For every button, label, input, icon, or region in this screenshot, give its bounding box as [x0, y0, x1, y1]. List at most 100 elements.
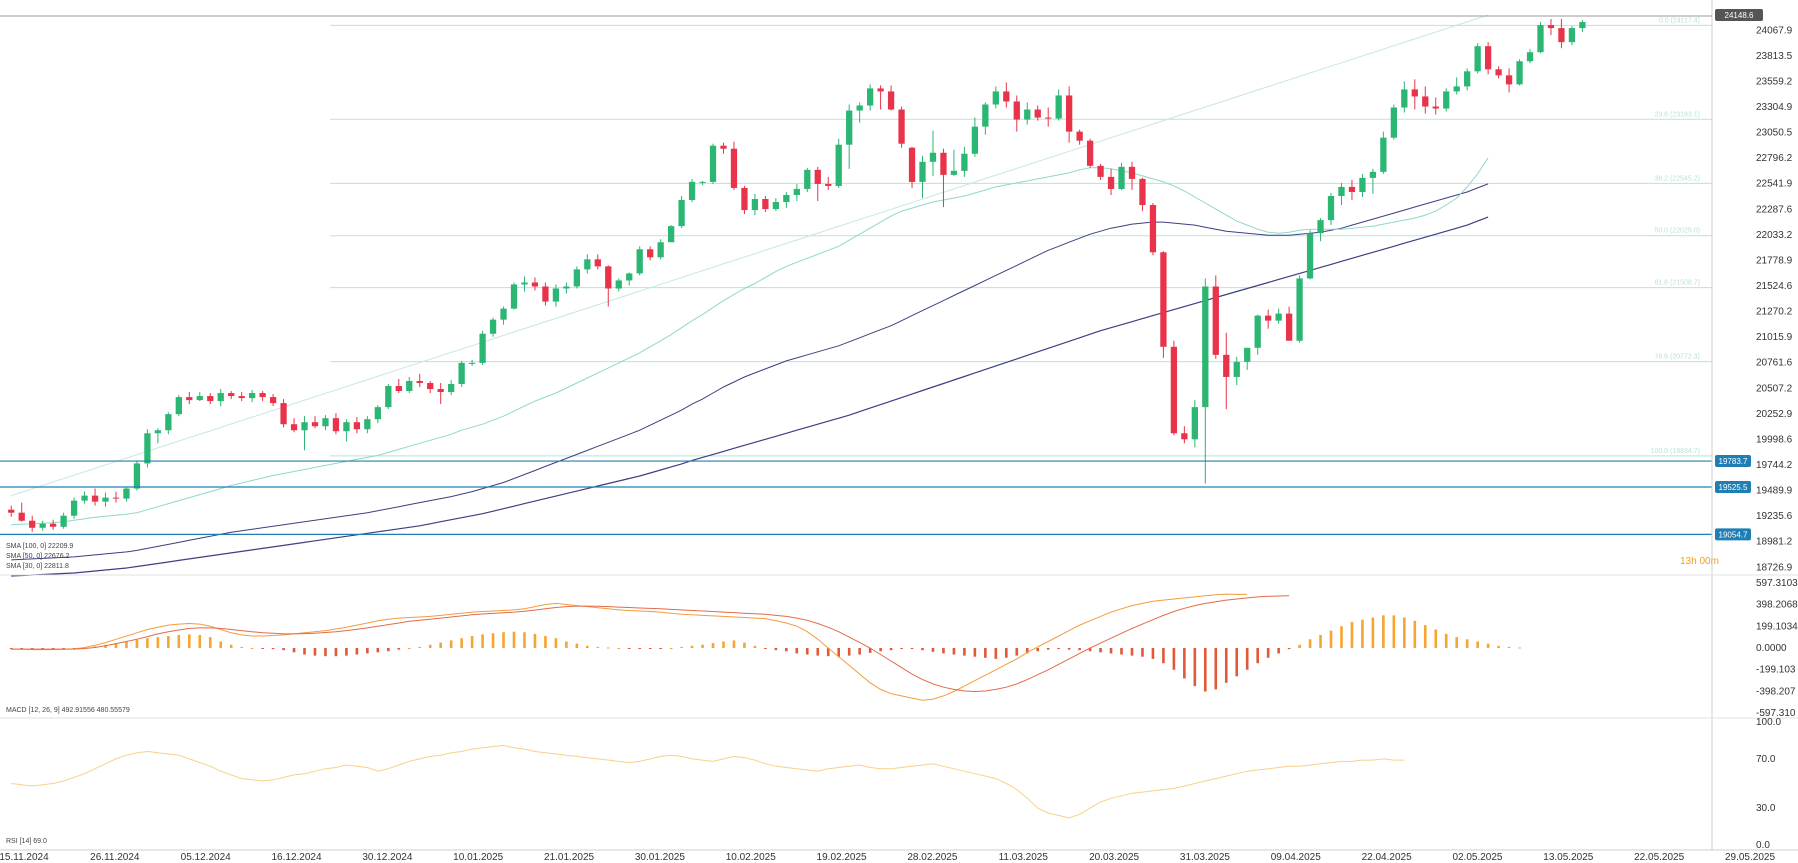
candle-body[interactable] [29, 520, 36, 528]
candle-body[interactable] [1275, 313, 1282, 321]
candle-body[interactable] [1411, 89, 1418, 97]
candle-body[interactable] [626, 273, 633, 281]
macd-panel[interactable] [9, 593, 1521, 701]
macd-line[interactable] [11, 593, 1248, 701]
candle-body[interactable] [1369, 171, 1377, 178]
macd-signal-line[interactable] [11, 595, 1290, 693]
candle-body[interactable] [982, 104, 989, 127]
candle-body[interactable] [1516, 61, 1523, 85]
candle-body[interactable] [102, 497, 109, 502]
candle-body[interactable] [1034, 109, 1041, 118]
candle-body[interactable] [60, 515, 67, 527]
candle-body[interactable] [1045, 117, 1052, 119]
candle-body[interactable] [311, 422, 319, 427]
candle-body[interactable] [1547, 25, 1555, 29]
sma-30-line[interactable] [11, 157, 1489, 526]
fibonacci-levels[interactable]: 0.0 (24117.4) 23.6 (23183.1) 38.2 (22545.2… [330, 17, 1712, 457]
candle-body[interactable] [133, 463, 141, 489]
candle-body[interactable] [81, 495, 88, 501]
candle-body[interactable] [1244, 347, 1251, 362]
legend-macd[interactable]: MACD [12, 26, 9] 492.91556 480.55579 [6, 707, 130, 714]
candle-body[interactable] [919, 161, 926, 182]
candle-body[interactable] [1149, 205, 1157, 253]
candle-body[interactable] [1453, 86, 1460, 92]
candle-body[interactable] [1076, 131, 1083, 141]
legend-sma-100[interactable]: SMA [100, 0] 22209.9 [6, 543, 73, 550]
candle-body[interactable] [1170, 346, 1178, 434]
candle-body[interactable] [992, 91, 999, 105]
candle-body[interactable] [290, 424, 298, 431]
rsi-panel[interactable] [11, 744, 1405, 819]
candle-body[interactable] [1202, 286, 1209, 408]
candle-body[interactable] [1139, 178, 1146, 206]
candle-body[interactable] [699, 181, 706, 183]
candle-body[interactable] [1505, 75, 1513, 85]
candle-body[interactable] [1233, 361, 1240, 377]
candle-body[interactable] [353, 422, 361, 430]
candle-body[interactable] [385, 386, 392, 408]
candle-body[interactable] [866, 88, 874, 106]
candle-body[interactable] [8, 509, 15, 513]
candle-body[interactable] [1055, 95, 1062, 119]
candle-body[interactable] [448, 384, 455, 393]
candle-body[interactable] [259, 393, 266, 398]
candle-body[interactable] [1265, 315, 1272, 321]
candle-body[interactable] [688, 181, 696, 201]
candle-body[interactable] [1181, 433, 1188, 440]
candle-body[interactable] [950, 170, 958, 175]
candle-body[interactable] [1013, 101, 1020, 120]
candle-body[interactable] [1443, 91, 1450, 109]
candle-body[interactable] [709, 145, 717, 182]
candle-body[interactable] [123, 488, 130, 499]
candle-body[interactable] [343, 422, 350, 432]
candle-body[interactable] [741, 187, 748, 211]
candle-body[interactable] [961, 153, 968, 171]
candle-body[interactable] [1484, 46, 1492, 70]
candle-body[interactable] [1066, 95, 1073, 132]
candle-body[interactable] [154, 430, 162, 434]
candle-body[interactable] [1401, 89, 1408, 108]
candle-body[interactable] [301, 422, 308, 431]
candle-body[interactable] [1223, 354, 1230, 377]
candle-body[interactable] [269, 397, 277, 404]
candle-body[interactable] [552, 288, 560, 302]
candle-body[interactable] [667, 226, 675, 243]
horizontal-levels[interactable]: 19783.7 19525.5 19054.7 [0, 455, 1751, 541]
candle-body[interactable] [1558, 28, 1565, 43]
candle-body[interactable] [228, 393, 235, 397]
candle-body[interactable] [605, 266, 612, 289]
candle-body[interactable] [772, 202, 780, 210]
candle-body[interactable] [196, 396, 203, 401]
candle-body[interactable] [678, 200, 685, 227]
candle-body[interactable] [1380, 137, 1387, 172]
candle-body[interactable] [542, 286, 549, 302]
candle-body[interactable] [1128, 166, 1136, 179]
candle-body[interactable] [510, 284, 518, 309]
candle-body[interactable] [793, 188, 800, 195]
candle-body[interactable] [1568, 28, 1576, 43]
candle-body[interactable] [1306, 233, 1314, 279]
candle-body[interactable] [783, 194, 790, 203]
candle-body[interactable] [615, 280, 622, 289]
candle-body[interactable] [1254, 315, 1261, 348]
candle-body[interactable] [39, 523, 46, 528]
candle-body[interactable] [804, 169, 811, 189]
sma-100-line[interactable] [11, 216, 1489, 577]
candle-body[interactable] [1327, 195, 1335, 221]
candle-body[interactable] [49, 523, 57, 527]
candle-body[interactable] [877, 88, 884, 92]
sma-50-line[interactable] [11, 183, 1489, 561]
candle-body[interactable] [573, 269, 580, 287]
candle-body[interactable] [940, 152, 947, 175]
rsi-line[interactable] [11, 744, 1405, 819]
candle-body[interactable] [1432, 106, 1439, 109]
candle-body[interactable] [207, 396, 214, 402]
candle-body[interactable] [584, 259, 591, 270]
candle-body[interactable] [144, 433, 151, 464]
candle-body[interactable] [521, 282, 528, 285]
candle-body[interactable] [846, 110, 853, 145]
candle-body[interactable] [1003, 91, 1010, 102]
candle-body[interactable] [1422, 96, 1429, 107]
candle-body[interactable] [112, 497, 120, 499]
